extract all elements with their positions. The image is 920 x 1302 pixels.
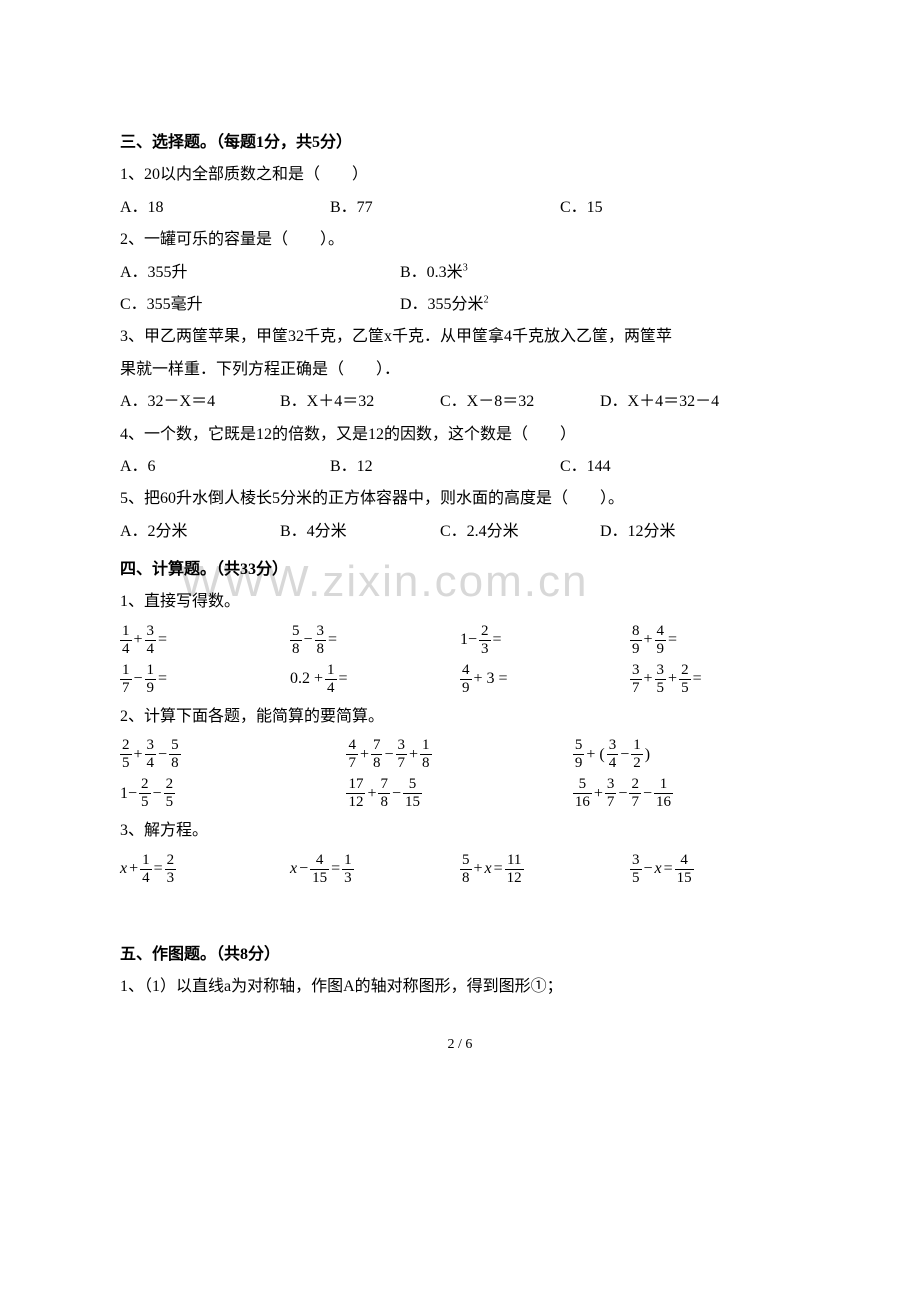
eq-2-4: 37 + 35 + 25 = (630, 663, 800, 696)
eq-2-1: 17 − 19 = (120, 663, 290, 696)
q3-4-text: 4、一个数，它既是12的倍数，又是12的因数，这个数是（ ） (120, 420, 800, 450)
section-4-sub2: 2、计算下面各题，能简算的要简算。 (120, 702, 800, 732)
section-4-sub1: 1、直接写得数。 (120, 587, 800, 617)
q3-2-text: 2、一罐可乐的容量是（ ）。 (120, 225, 800, 255)
q3-2-d: D．355分米2 (400, 290, 680, 320)
q3-5-options: A．2分米 B．4分米 C．2.4分米 D．12分米 (120, 517, 800, 547)
q3-1-c: C．15 (560, 193, 720, 223)
eq-2-2: 0.2 + 14 = (290, 663, 460, 696)
q3-2-c: C．355毫升 (120, 290, 400, 320)
page-content: 三、选择题。（每题1分，共5分） 1、20以内全部质数之和是（ ） A．18 B… (120, 128, 800, 1059)
q3-3-a: A．32－X＝4 (120, 387, 280, 417)
q3-5-d: D．12分米 (600, 517, 760, 547)
q3-2-options-ab: A．355升 B．0.3米3 (120, 258, 800, 288)
q3-2-options-cd: C．355毫升 D．355分米2 (120, 290, 800, 320)
q3-3-b: B．X＋4＝32 (280, 387, 440, 417)
q3-2-a: A．355升 (120, 258, 400, 288)
eq-s3-3: 58 + x = 1112 (460, 853, 630, 886)
eq-s2-1-1: 25 + 34 − 58 (120, 738, 346, 771)
q3-5-c: C．2.4分米 (440, 517, 600, 547)
q3-4-a: A．6 (120, 452, 330, 482)
simplify-row-2: 1− 25 − 25 1712 + 78 − 515 516 + 37 − 27… (120, 777, 800, 810)
eq-s2-1-3: 59 + ( 34 − 12 ) (573, 738, 799, 771)
section-5-title: 五、作图题。（共8分） (120, 940, 800, 970)
section-3-title: 三、选择题。（每题1分，共5分） (120, 128, 800, 158)
eq-s3-2: x − 415 = 13 (290, 853, 460, 886)
calc-row-2: 17 − 19 = 0.2 + 14 = 49 + 3 = 37 + 35 + … (120, 663, 800, 696)
q3-3-line2: 果就一样重．下列方程正确是（ ）． (120, 355, 800, 385)
eq-s3-4: 35 − x = 415 (630, 853, 800, 886)
q3-5-b: B．4分米 (280, 517, 440, 547)
section-4-sub3: 3、解方程。 (120, 816, 800, 846)
page-number: 2 / 6 (120, 1032, 800, 1059)
eq-1-4: 89 + 49 = (630, 624, 800, 657)
simplify-row-1: 25 + 34 − 58 47 + 78 − 37 + 18 59 + ( 34… (120, 738, 800, 771)
q3-4-c: C．144 (560, 452, 720, 482)
eq-s2-2-3: 516 + 37 − 27 − 116 (573, 777, 799, 810)
q5-1-text: 1、（1）以直线a为对称轴，作图A的轴对称图形，得到图形①； (120, 972, 800, 1002)
q3-5-a: A．2分米 (120, 517, 280, 547)
q3-3-d: D．X＋4＝32－4 (600, 387, 760, 417)
q3-2-b: B．0.3米3 (400, 258, 680, 288)
eq-s2-2-2: 1712 + 78 − 515 (346, 777, 572, 810)
eq-2-3: 49 + 3 = (460, 663, 630, 696)
q3-1-b: B．77 (330, 193, 560, 223)
calc-row-1: 14 + 34 = 58 − 38 = 1− 23 = 89 + 49 = (120, 624, 800, 657)
q3-1-a: A．18 (120, 193, 330, 223)
q3-1-text: 1、20以内全部质数之和是（ ） (120, 160, 800, 190)
section-4-title: 四、计算题。（共33分） (120, 555, 800, 585)
q3-1-options: A．18 B．77 C．15 (120, 193, 800, 223)
q3-3-c: C．X－8＝32 (440, 387, 600, 417)
eq-s2-2-1: 1− 25 − 25 (120, 777, 346, 810)
eq-1-1: 14 + 34 = (120, 624, 290, 657)
solve-row: x + 14 = 23 x − 415 = 13 58 + x = 1112 3… (120, 853, 800, 886)
eq-1-3: 1− 23 = (460, 624, 630, 657)
q3-3-options: A．32－X＝4 B．X＋4＝32 C．X－8＝32 D．X＋4＝32－4 (120, 387, 800, 417)
q3-4-b: B．12 (330, 452, 560, 482)
eq-s3-1: x + 14 = 23 (120, 853, 290, 886)
q3-4-options: A．6 B．12 C．144 (120, 452, 800, 482)
eq-s2-1-2: 47 + 78 − 37 + 18 (346, 738, 572, 771)
eq-1-2: 58 − 38 = (290, 624, 460, 657)
q3-3-line1: 3、甲乙两筐苹果，甲筐32千克，乙筐x千克．从甲筐拿4千克放入乙筐，两筐苹 (120, 322, 800, 352)
q3-5-text: 5、把60升水倒人棱长5分米的正方体容器中，则水面的高度是（ ）。 (120, 484, 800, 514)
